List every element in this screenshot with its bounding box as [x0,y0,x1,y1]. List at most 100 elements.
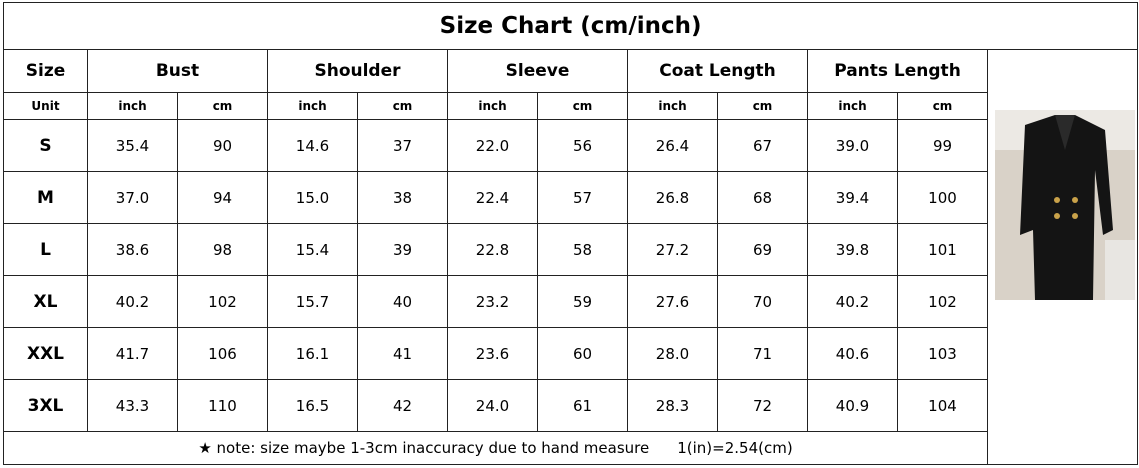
value-cell: 39.4 [807,171,898,224]
value-cell: 23.6 [447,327,538,380]
value-cell: 70 [717,275,808,328]
value-cell: 16.5 [267,379,358,432]
value-cell: 110 [177,379,268,432]
data-row: L 38.6 98 15.4 39 22.8 58 27.2 69 39.8 101 [3,223,1138,276]
value-cell: 22.0 [447,119,538,172]
size-cell: L [3,223,88,276]
value-cell: 58 [537,223,628,276]
value-cell: 41.7 [87,327,178,380]
value-cell: 40.6 [807,327,898,380]
value-cell: 42 [357,379,448,432]
conversion-text: 1(in)=2.54(cm) [677,439,793,457]
header-cell: Coat Length [627,49,808,93]
value-cell: 68 [717,171,808,224]
value-cell: 99 [897,119,988,172]
header-cell: Size [3,49,88,93]
value-cell: 56 [537,119,628,172]
unit-row: Unit inch cm inch cm inch cm inch cm inch cm [3,92,1138,120]
value-cell: 24.0 [447,379,538,432]
value-cell: 102 [177,275,268,328]
data-row: 3XL 43.3 110 16.5 42 24.0 61 28.3 72 40.9 104 [3,379,1138,432]
value-cell: 16.1 [267,327,358,380]
value-cell: 61 [537,379,628,432]
size-cell: 3XL [3,379,88,432]
value-cell: 90 [177,119,268,172]
size-cell: XXL [3,327,88,380]
note-cell: ★ note: size maybe 1-3cm inaccuracy due … [3,431,988,465]
value-cell: 98 [177,223,268,276]
value-cell: 72 [717,379,808,432]
value-cell: 60 [537,327,628,380]
value-cell: 40 [357,275,448,328]
value-cell: 14.6 [267,119,358,172]
title: Size Chart (cm/inch) [2,2,1139,50]
data-row: S 35.4 90 14.6 37 22.0 56 26.4 67 39.0 99 [3,119,1138,172]
value-cell: 67 [717,119,808,172]
value-cell: 27.2 [627,223,718,276]
value-cell: 37 [357,119,448,172]
unit-cell: inch [87,92,178,120]
size-cell: S [3,119,88,172]
header-cell: Bust [87,49,268,93]
value-cell: 37.0 [87,171,178,224]
value-cell: 15.0 [267,171,358,224]
value-cell: 106 [177,327,268,380]
value-cell: 27.6 [627,275,718,328]
unit-cell: Unit [3,92,88,120]
value-cell: 59 [537,275,628,328]
unit-cell: cm [717,92,808,120]
header-row: Size Bust Shoulder Sleeve Coat Length Pants L… [3,49,1139,465]
data-row: XL 40.2 102 15.7 40 23.2 59 27.6 70 40.2 102 [3,275,1138,328]
value-cell: 40.2 [87,275,178,328]
value-cell: 103 [897,327,988,380]
unit-cell: inch [447,92,538,120]
value-cell: 15.4 [267,223,358,276]
header-cell: Shoulder [267,49,448,93]
value-cell: 39.8 [807,223,898,276]
value-cell: 57 [537,171,628,224]
unit-cell: inch [627,92,718,120]
value-cell: 104 [897,379,988,432]
value-cell: 39 [357,223,448,276]
data-row: M 37.0 94 15.0 38 22.4 57 26.8 68 39.4 100 [3,171,1138,224]
value-cell: 102 [897,275,988,328]
unit-cell: inch [807,92,898,120]
unit-cell: cm [897,92,988,120]
value-cell: 39.0 [807,119,898,172]
value-cell: 38 [357,171,448,224]
product-photo [994,110,1135,300]
value-cell: 100 [897,171,988,224]
header-cell: Pants Length [807,49,988,93]
value-cell: 71 [717,327,808,380]
value-cell: 22.8 [447,223,538,276]
value-cell: 41 [357,327,448,380]
value-cell: 38.6 [87,223,178,276]
value-cell: 35.4 [87,119,178,172]
size-cell: XL [3,275,88,328]
unit-cell: cm [537,92,628,120]
value-cell: 28.0 [627,327,718,380]
value-cell: 40.9 [807,379,898,432]
value-cell: 26.8 [627,171,718,224]
unit-cell: cm [357,92,448,120]
value-cell: 15.7 [267,275,358,328]
unit-cell: cm [177,92,268,120]
value-cell: 22.4 [447,171,538,224]
note-row: ★ note: size maybe 1-3cm inaccuracy due … [3,431,1138,465]
value-cell: 94 [177,171,268,224]
photo-cell [986,49,1139,465]
data-row: XXL 41.7 106 16.1 41 23.6 60 28.0 71 40.6 103 [3,327,1138,380]
value-cell: 26.4 [627,119,718,172]
value-cell: 101 [897,223,988,276]
note-text: ★ note: size maybe 1-3cm inaccuracy due … [198,439,650,457]
value-cell: 28.3 [627,379,718,432]
unit-cell: inch [267,92,358,120]
value-cell: 43.3 [87,379,178,432]
header-cell: Sleeve [447,49,628,93]
value-cell: 23.2 [447,275,538,328]
size-cell: M [3,171,88,224]
value-cell: 40.2 [807,275,898,328]
